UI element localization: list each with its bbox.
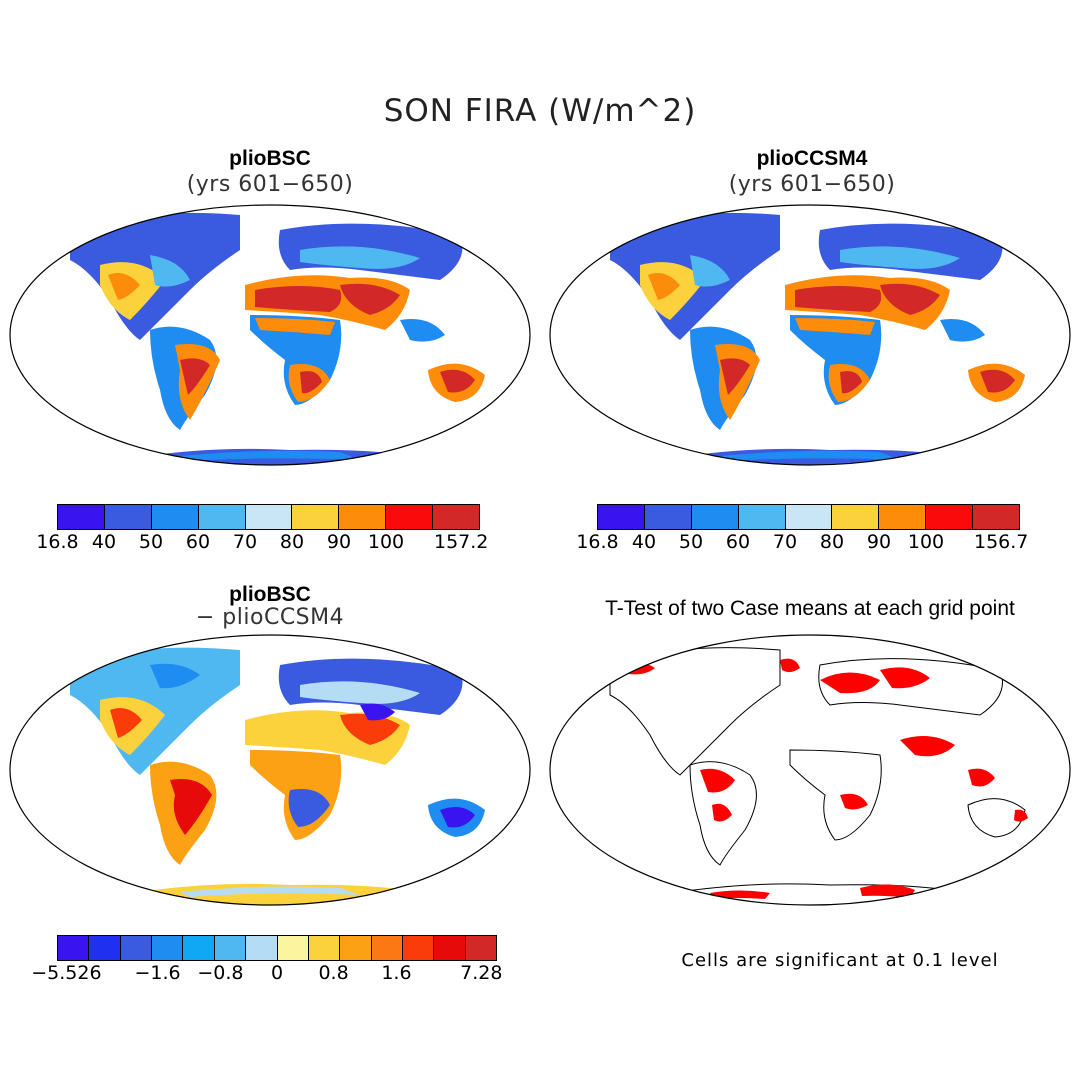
- colorbar-diff-swatch: [465, 936, 497, 960]
- colorbar-bsc-swatch: [198, 505, 246, 529]
- colorbar-bsc-tick-label: 16.8: [36, 531, 79, 553]
- colorbar-ccsm4-tick-label: 50: [678, 531, 704, 553]
- colorbar-diff-swatch: [371, 936, 403, 960]
- colorbar-ccsm4-tick-label: 100: [907, 531, 945, 553]
- colorbar-ccsm4-swatch: [644, 505, 692, 529]
- colorbar-bsc-tick-label: 50: [138, 531, 164, 553]
- colorbar-ccsm4-swatch: [879, 505, 927, 529]
- colorbar-bsc-tick-label: 80: [279, 531, 305, 553]
- colorbar-diff-swatch: [277, 936, 309, 960]
- colorbar-diff-swatch: [246, 936, 278, 960]
- colorbar-diff-swatch: [183, 936, 215, 960]
- colorbar-diff-swatch: [434, 936, 466, 960]
- colorbar-ccsm4-tick-label: 70: [772, 531, 798, 553]
- colorbar-ccsm4-tick-label: 60: [725, 531, 751, 553]
- colorbar-bsc-tick-label: 100: [367, 531, 405, 553]
- significance-note: Cells are significant at 0.1 level: [681, 950, 999, 971]
- panel-subtitle-bsc: (yrs 601−650): [186, 172, 354, 197]
- map-panel-ccsm4: [549, 204, 1071, 466]
- colorbar-diff-tick-label: −0.8: [197, 962, 244, 984]
- colorbar-bsc-swatch: [292, 505, 340, 529]
- colorbar-diff-tick-label: 0.8: [318, 962, 349, 984]
- colorbar-diff-tick-label: −1.6: [134, 962, 181, 984]
- colorbar-ccsm4-swatch: [926, 505, 974, 529]
- colorbar-bsc-tick-label: 157.2: [433, 531, 489, 553]
- colorbar-bsc-swatch: [245, 505, 293, 529]
- colorbar-ccsm4-swatch: [691, 505, 739, 529]
- colorbar-diff-swatch: [120, 936, 153, 960]
- colorbar-bsc-tick-label: 90: [326, 531, 352, 553]
- panel-subtitle-diff: − plioCCSM4: [195, 605, 345, 630]
- figure-title: SON FIRA (W/m^2): [383, 93, 697, 129]
- colorbar-diff-swatch: [152, 936, 184, 960]
- colorbar-ccsm4: [597, 504, 1020, 530]
- colorbar-diff-tick-label: 1.6: [381, 962, 412, 984]
- colorbar-bsc-swatch: [151, 505, 199, 529]
- panel-title-diff: plioBSC: [229, 583, 311, 606]
- colorbar-ccsm4-swatch: [598, 505, 645, 529]
- map-panel-bsc: [9, 204, 531, 466]
- colorbar-ccsm4-swatch: [738, 505, 786, 529]
- map-panel-diff: [9, 634, 531, 906]
- colorbar-ccsm4-swatch: [785, 505, 833, 529]
- colorbar-ccsm4-tick-label: 80: [819, 531, 845, 553]
- map-panel-ttest: [549, 634, 1071, 906]
- colorbar-diff-swatch: [58, 936, 90, 960]
- colorbar-diff-tick-label: −5.526: [31, 962, 102, 984]
- colorbar-bsc: [57, 504, 480, 530]
- panel-subtitle-ccsm4: (yrs 601−650): [728, 172, 896, 197]
- colorbar-bsc-swatch: [104, 505, 152, 529]
- colorbar-diff-tick-label: 7.28: [460, 962, 503, 984]
- colorbar-bsc-swatch: [339, 505, 387, 529]
- colorbar-ccsm4-tick-label: 156.7: [973, 531, 1029, 553]
- colorbar-diff-tick-label: 0: [270, 962, 284, 984]
- colorbar-bsc-tick-label: 70: [232, 531, 258, 553]
- colorbar-diff-swatch: [308, 936, 341, 960]
- colorbar-ccsm4-tick-label: 16.8: [576, 531, 619, 553]
- colorbar-diff-swatch: [214, 936, 247, 960]
- colorbar-ccsm4-swatch: [832, 505, 880, 529]
- colorbar-ccsm4-tick-label: 40: [631, 531, 657, 553]
- colorbar-diff-swatch: [402, 936, 435, 960]
- colorbar-ccsm4-tick-label: 90: [866, 531, 892, 553]
- colorbar-diff-swatch: [89, 936, 121, 960]
- colorbar-diff: [57, 935, 497, 961]
- panel-title-ccsm4: plioCCSM4: [756, 147, 868, 170]
- colorbar-bsc-tick-label: 40: [91, 531, 117, 553]
- panel-title-ttest: T-Test of two Case means at each grid po…: [605, 597, 1015, 620]
- colorbar-bsc-swatch: [58, 505, 105, 529]
- colorbar-bsc-swatch: [386, 505, 434, 529]
- colorbar-bsc-swatch: [433, 505, 480, 529]
- panel-title-bsc: plioBSC: [229, 147, 311, 170]
- colorbar-ccsm4-swatch: [973, 505, 1020, 529]
- colorbar-bsc-tick-label: 60: [185, 531, 211, 553]
- colorbar-diff-swatch: [340, 936, 372, 960]
